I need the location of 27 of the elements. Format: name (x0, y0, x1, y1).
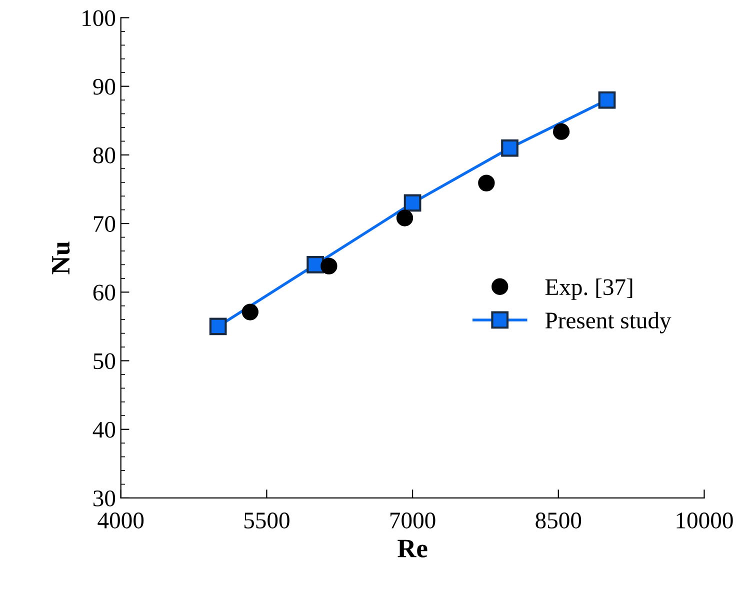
point (404, 194, 422, 212)
y-axis-title: Nu (52, 242, 70, 274)
x-tick-label: 8500 (536, 512, 582, 528)
y-tick-label: 90 (93, 78, 116, 95)
point (242, 304, 258, 320)
y-tick-label: 50 (94, 353, 116, 370)
point (320, 258, 338, 274)
point (306, 256, 324, 274)
x-tick-label: 10000 (676, 512, 733, 528)
x-axis-title: Re (398, 540, 428, 558)
x-tick-label: 7000 (390, 512, 436, 528)
y-tick-label: 80 (93, 147, 116, 164)
x-tick-label: 5500 (244, 512, 290, 528)
legend-label: Present study (545, 312, 672, 334)
point (598, 91, 616, 109)
point (209, 318, 227, 336)
x-tick-label: 4000 (98, 512, 144, 528)
point (396, 210, 414, 226)
point (501, 139, 518, 157)
y-tick-label: 100 (82, 10, 116, 26)
y-tick-label: 60 (93, 284, 116, 301)
point (478, 174, 495, 192)
legend-label: Exp. [37] (545, 278, 632, 300)
point (552, 123, 570, 140)
y-tick-label: 40 (92, 422, 116, 438)
y-tick-label: 30 (94, 490, 116, 506)
y-tick-label: 70 (94, 216, 116, 232)
